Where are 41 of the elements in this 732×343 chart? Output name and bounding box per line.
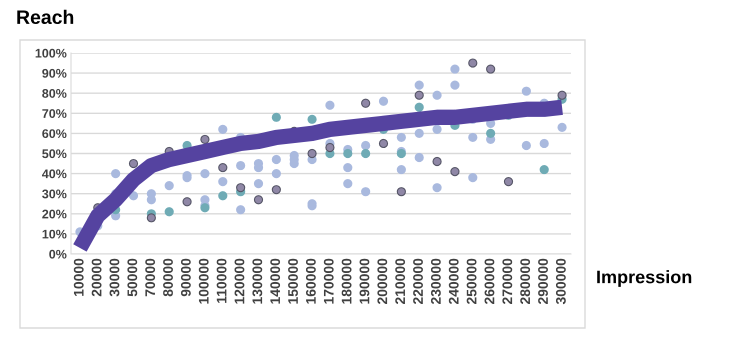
y-axis-title: Reach [17,10,74,24]
x-tick-label: 110000 [216,258,227,303]
y-tick-label: 100% [36,48,67,58]
x-tick-label: 160000 [306,258,316,304]
x-tick-label: 150000 [288,258,298,304]
x-tick-label: 180000 [342,258,352,304]
x-tick-label: 190000 [360,258,370,304]
y-tick-label: 10% [42,230,67,239]
x-tick-label: 210000 [395,258,406,304]
x-tick-label: 220000 [413,258,423,304]
y-tick-label: 70% [42,109,67,118]
x-tick-label: 100000 [198,258,209,304]
x-tick-label: 270000 [502,258,512,304]
x-tick-label: 30000 [110,258,120,296]
x-tick-label: 130000 [252,258,262,304]
y-tick-label: 40% [42,169,67,178]
x-tick-label: 280000 [520,258,530,304]
y-tick-label: 80% [42,89,67,98]
x-tick-label: 20000 [92,258,102,296]
y-tick-label: 60% [42,129,67,138]
x-axis-title: Impression [597,270,692,287]
x-tick-label: 300000 [556,258,566,304]
y-tick-label: 0% [49,250,67,259]
x-tick-label: 120000 [234,258,244,304]
x-tick-label: 140000 [270,258,280,304]
x-tick-label: 250000 [466,258,477,304]
x-tick-label: 260000 [484,258,494,304]
y-tick-label: 20% [42,210,67,218]
y-tick-label: 30% [42,190,67,198]
y-tick-label: 90% [42,68,67,78]
x-tick-label: 10000 [74,258,84,296]
x-tick-label: 90000 [180,258,191,296]
x-tick-label: 70000 [145,258,156,296]
x-tick-label: 50000 [127,258,138,296]
y-tick-label: 50% [42,149,67,158]
x-tick-label: 290000 [538,258,548,304]
x-tick-label: 240000 [448,258,459,304]
x-tick-label: 170000 [324,258,334,304]
x-tick-label: 80000 [163,258,173,296]
x-tick-label: 230000 [430,258,441,304]
x-tick-label: 200000 [377,258,388,304]
